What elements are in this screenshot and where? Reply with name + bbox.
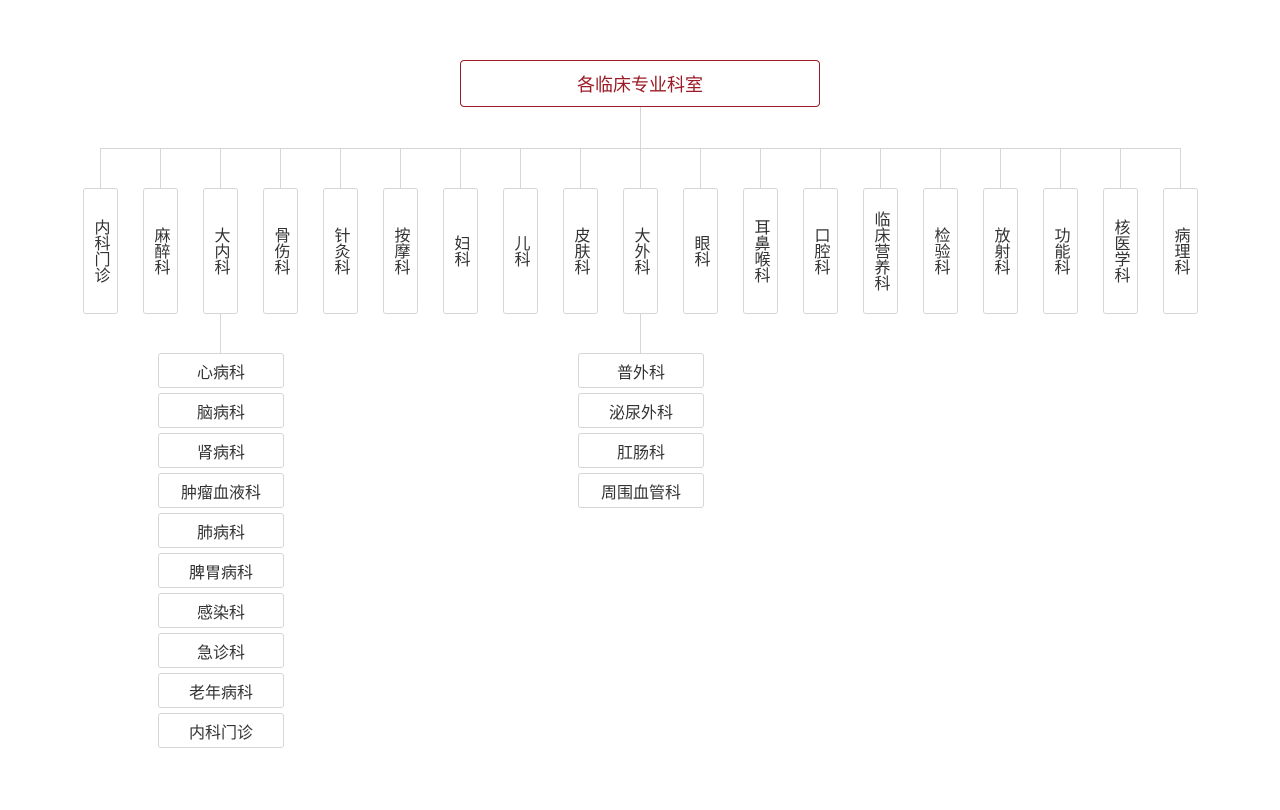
subdept-node[interactable]: 感染科 [158, 593, 284, 628]
subdept-node[interactable]: 脑病科 [158, 393, 284, 428]
dept-label: 眼科 [691, 235, 711, 267]
subdept-node[interactable]: 肾病科 [158, 433, 284, 468]
dept-connector [1180, 148, 1181, 188]
dept-node[interactable]: 针灸科 [323, 188, 358, 314]
dept-connector [100, 148, 101, 188]
dept-label: 功能科 [1051, 227, 1071, 275]
dept-label: 内科门诊 [91, 219, 111, 283]
dept-connector [1000, 148, 1001, 188]
subdept-label: 肿瘤血液科 [180, 482, 261, 502]
dept-label: 妇科 [451, 235, 471, 267]
dept-node[interactable]: 按摩科 [383, 188, 418, 314]
dept-label: 病理科 [1171, 227, 1191, 275]
dept-node[interactable]: 口腔科 [803, 188, 838, 314]
dept-label: 大内科 [211, 227, 231, 275]
root-label: 各临床专业科室 [577, 74, 703, 96]
dept-label: 麻醉科 [151, 227, 171, 275]
subdept-node[interactable]: 泌尿外科 [578, 393, 704, 428]
dept-node[interactable]: 临床营养科 [863, 188, 898, 314]
subdept-label: 老年病科 [188, 682, 253, 702]
dept-connector [640, 148, 641, 188]
dept-node[interactable]: 皮肤科 [563, 188, 598, 314]
trunk-connector [640, 107, 641, 148]
subdept-node[interactable]: 肛肠科 [578, 433, 704, 468]
dept-node[interactable]: 儿科 [503, 188, 538, 314]
subdept-node[interactable]: 肺病科 [158, 513, 284, 548]
subdept-node[interactable]: 普外科 [578, 353, 704, 388]
subdept-label: 内科门诊 [188, 722, 253, 742]
dept-label: 检验科 [931, 227, 951, 275]
dept-connector [400, 148, 401, 188]
dept-connector [940, 148, 941, 188]
dept-label: 按摩科 [391, 227, 411, 275]
subdept-label: 周围血管科 [600, 482, 681, 502]
dept-node[interactable]: 骨伤科 [263, 188, 298, 314]
dept-node[interactable]: 妇科 [443, 188, 478, 314]
dept-connector [160, 148, 161, 188]
subdept-node[interactable]: 老年病科 [158, 673, 284, 708]
dept-connector [520, 148, 521, 188]
dept-connector [760, 148, 761, 188]
dept-label: 口腔科 [811, 227, 831, 275]
dept-node[interactable]: 功能科 [1043, 188, 1078, 314]
dept-label: 儿科 [511, 235, 531, 267]
dept-connector [340, 148, 341, 188]
dept-label: 大外科 [631, 227, 651, 275]
dept-label: 皮肤科 [571, 227, 591, 275]
dept-node[interactable]: 麻醉科 [143, 188, 178, 314]
dept-label: 骨伤科 [271, 227, 291, 275]
root-node[interactable]: 各临床专业科室 [460, 60, 820, 107]
dept-node[interactable]: 大外科 [623, 188, 658, 314]
dept-node[interactable]: 内科门诊 [83, 188, 118, 314]
dept-node[interactable]: 放射科 [983, 188, 1018, 314]
sub-connector [640, 314, 641, 353]
dept-connector [820, 148, 821, 188]
dept-node[interactable]: 病理科 [1163, 188, 1198, 314]
subdept-node[interactable]: 心病科 [158, 353, 284, 388]
subdept-label: 脑病科 [196, 402, 245, 422]
subdept-node[interactable]: 内科门诊 [158, 713, 284, 748]
dept-connector [460, 148, 461, 188]
subdept-label: 急诊科 [196, 642, 245, 662]
subdept-label: 普外科 [616, 362, 665, 382]
subdept-label: 脾胃病科 [188, 562, 253, 582]
dept-node[interactable]: 检验科 [923, 188, 958, 314]
subdept-label: 肺病科 [196, 522, 245, 542]
subdept-label: 肾病科 [196, 442, 245, 462]
subdept-node[interactable]: 肿瘤血液科 [158, 473, 284, 508]
dept-label: 针灸科 [331, 227, 351, 275]
subdept-label: 肛肠科 [616, 442, 665, 462]
dept-connector [1060, 148, 1061, 188]
dept-connector [220, 148, 221, 188]
dept-connector [1120, 148, 1121, 188]
dept-label: 耳鼻喉科 [751, 219, 771, 283]
dept-label: 核医学科 [1111, 219, 1131, 283]
dept-connector [280, 148, 281, 188]
subdept-label: 泌尿外科 [608, 402, 673, 422]
dept-label: 临床营养科 [871, 211, 891, 291]
subdept-label: 心病科 [196, 362, 245, 382]
dept-node[interactable]: 眼科 [683, 188, 718, 314]
dept-node[interactable]: 大内科 [203, 188, 238, 314]
dept-connector [580, 148, 581, 188]
subdept-label: 感染科 [196, 602, 245, 622]
subdept-node[interactable]: 急诊科 [158, 633, 284, 668]
subdept-node[interactable]: 脾胃病科 [158, 553, 284, 588]
dept-label: 放射科 [991, 227, 1011, 275]
dept-node[interactable]: 耳鼻喉科 [743, 188, 778, 314]
dept-connector [880, 148, 881, 188]
sub-connector [220, 314, 221, 353]
subdept-node[interactable]: 周围血管科 [578, 473, 704, 508]
dept-node[interactable]: 核医学科 [1103, 188, 1138, 314]
dept-connector [700, 148, 701, 188]
